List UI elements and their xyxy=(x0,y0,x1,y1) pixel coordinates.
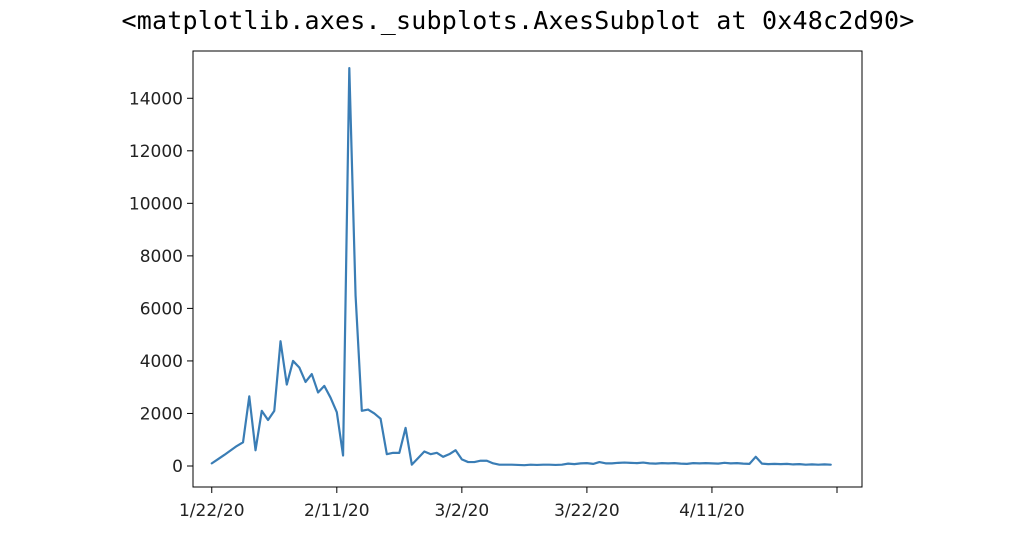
x-tick-label: 4/11/20 xyxy=(679,501,745,521)
y-tick-label: 6000 xyxy=(140,299,183,319)
x-tick-label: 3/2/20 xyxy=(434,501,489,521)
y-tick-label: 4000 xyxy=(140,352,183,372)
y-tick-label: 12000 xyxy=(129,142,183,162)
y-tick-label: 2000 xyxy=(140,404,183,424)
series-group xyxy=(210,66,832,467)
y-axis-ticks: 0 2000 4000 6000 8000 10000 12000 14000 xyxy=(129,89,193,477)
x-tick-label: 3/22/20 xyxy=(554,501,620,521)
y-tick-label: 0 xyxy=(172,457,183,477)
x-tick-label: 2/11/20 xyxy=(304,501,370,521)
y-tick-label: 14000 xyxy=(129,89,183,109)
series-line xyxy=(210,66,832,467)
output-repr-text: <matplotlib.axes._subplots.AxesSubplot a… xyxy=(121,6,915,35)
y-tick-label: 8000 xyxy=(140,247,183,267)
plot-area xyxy=(192,50,863,488)
x-axis-ticks: 1/22/20 2/11/20 3/2/20 3/22/20 4/11/20 xyxy=(179,487,838,521)
x-tick-label: 1/22/20 xyxy=(179,501,245,521)
y-tick-label: 10000 xyxy=(129,194,183,214)
plot-frame xyxy=(192,50,863,488)
